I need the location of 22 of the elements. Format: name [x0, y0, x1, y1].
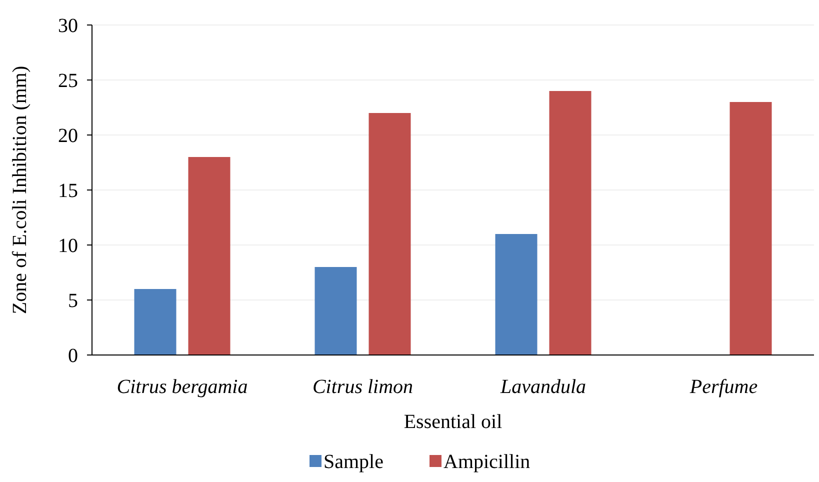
x-axis-title: Essential oil: [404, 411, 503, 433]
bar: [314, 267, 357, 355]
legend-label: Sample: [324, 451, 384, 473]
y-tick-label: 30: [58, 15, 78, 37]
y-tick-label: 5: [68, 290, 78, 312]
x-tick-label: Perfume: [688, 376, 758, 398]
x-tick-label: Lavandula: [499, 376, 586, 398]
bar: [730, 102, 772, 355]
bar: [495, 234, 538, 355]
y-tick-label: 20: [58, 125, 78, 147]
y-tick-label: 25: [58, 70, 78, 92]
y-tick-label: 10: [58, 235, 78, 257]
bar: [134, 289, 176, 355]
bar: [188, 157, 230, 355]
y-tick-label: 0: [68, 345, 78, 367]
bar: [549, 91, 592, 355]
y-axis-title: Zone of E.coli Inhibition (mm): [9, 66, 31, 314]
x-tick-label: Citrus limon: [312, 376, 414, 398]
x-tick-label: Citrus bergamia: [116, 376, 248, 398]
legend-label: Ampicillin: [444, 451, 530, 473]
bar: [368, 113, 411, 355]
y-tick-label: 15: [58, 180, 78, 202]
